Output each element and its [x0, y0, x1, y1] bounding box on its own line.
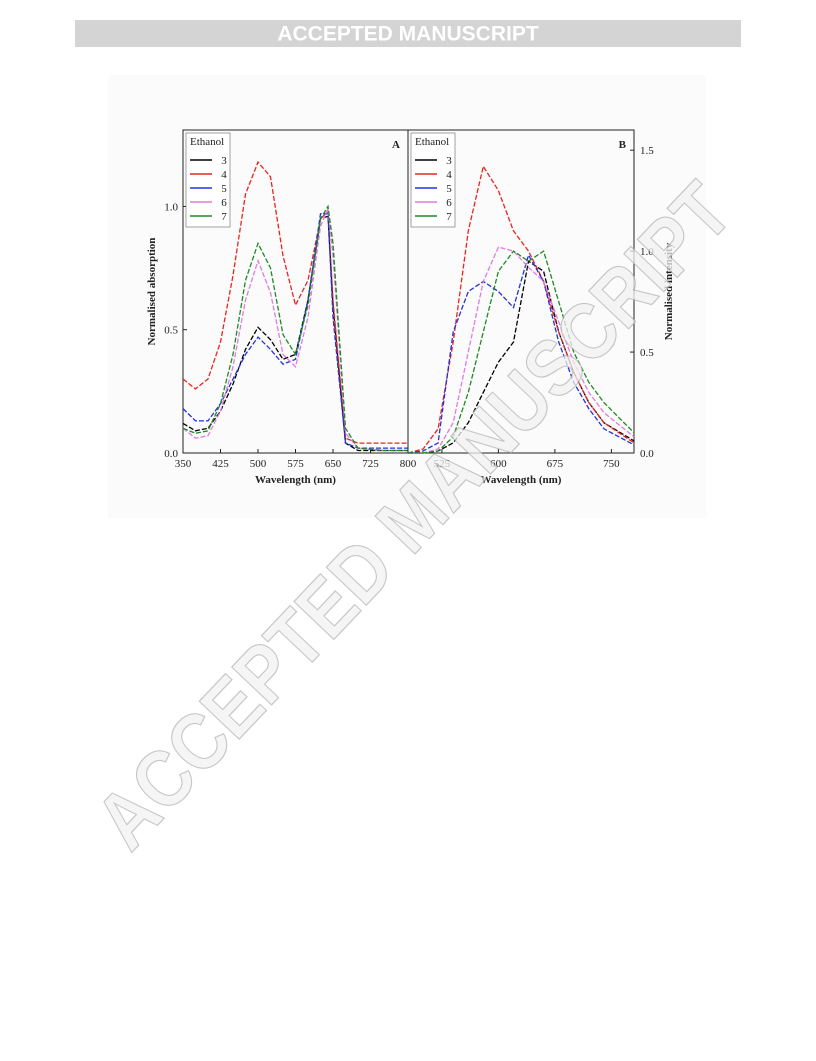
legend-label: 5: [221, 183, 227, 195]
figure: 350 425 500 575 650 725 8000.00.51.0Wavelength…: [146, 129, 675, 486]
series-line: [182, 213, 408, 449]
x-tick-label: 525: [434, 458, 451, 470]
legend-label: 5: [446, 183, 452, 195]
x-tick-label: 500: [250, 458, 267, 470]
x-axis-label: Wavelength (nm): [255, 474, 336, 486]
legend-box: [410, 132, 456, 228]
x-tick-label: 675: [547, 458, 564, 470]
x-tick-label: 650: [325, 458, 342, 470]
legend-label: 7: [221, 211, 227, 223]
legend-label: 4: [446, 169, 452, 181]
y-tick-label: 1.5: [640, 145, 654, 157]
series-line: [407, 164, 635, 454]
legend-title: Ethanol: [415, 136, 449, 148]
legend-label: 3: [221, 155, 227, 167]
legend-label: 7: [446, 211, 452, 223]
panel-label: A: [392, 139, 400, 151]
x-tick-label: 725: [362, 458, 379, 470]
banner: ACCEPTED MANUSCRIPT: [277, 23, 539, 46]
y-tick-label: 0.0: [640, 448, 654, 460]
plot-frame: [407, 129, 635, 454]
panel-label: B: [619, 139, 627, 151]
legend-label: 6: [221, 197, 227, 209]
series-line: [407, 253, 635, 454]
series-line: [182, 204, 408, 452]
x-tick-label: 575: [287, 458, 304, 470]
x-tick-label: 800: [400, 458, 417, 470]
series-line: [408, 250, 635, 454]
x-tick-label: 600: [490, 458, 507, 470]
y-tick-label: 0.5: [640, 347, 654, 359]
y-tick-label: 0.5: [164, 325, 178, 337]
legend-box: [185, 132, 231, 228]
y-tick-label: 1.0: [640, 246, 654, 258]
legend-label: 3: [446, 155, 452, 167]
legend-label: 4: [221, 169, 227, 181]
y-axis-label: Normalised intensity: [663, 242, 675, 340]
y-tick-label: 0.0: [164, 448, 178, 460]
x-tick-label: 425: [212, 458, 229, 470]
series-line: [182, 160, 408, 444]
x-tick-label: 350: [175, 458, 192, 470]
banner-bg: [75, 20, 741, 47]
x-axis-label: Wavelength (nm): [481, 474, 562, 486]
legend-label: 6: [446, 197, 452, 209]
y-axis-label: Normalised absorption: [146, 238, 158, 346]
series-line: [408, 246, 635, 454]
x-tick-label: 750: [603, 458, 620, 470]
legend-title: Ethanol: [190, 136, 224, 148]
y-tick-label: 1.0: [164, 201, 178, 213]
series-line: [182, 206, 408, 452]
